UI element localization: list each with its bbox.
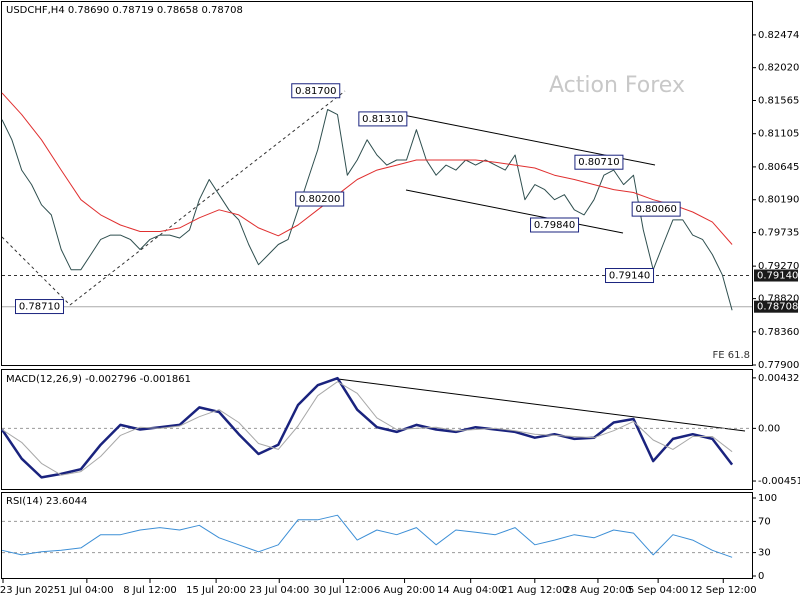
trendline bbox=[1, 236, 71, 306]
price-annotation-box bbox=[530, 217, 580, 233]
price-annotation-box bbox=[358, 111, 408, 127]
series-line bbox=[1, 92, 733, 245]
macd-title: MACD(12,26,9) -0.002796 -0.001861 bbox=[6, 374, 191, 385]
y-tick-label: 0.004325 bbox=[758, 373, 800, 384]
watermark: Action Forex bbox=[549, 73, 685, 98]
price-annotation: 0.80710 bbox=[578, 157, 619, 168]
price-annotation-box bbox=[14, 299, 64, 315]
price-annotation-box bbox=[574, 154, 624, 170]
price-annotation: 0.81310 bbox=[362, 114, 403, 125]
x-tick-label: 5 Sep 04:00 bbox=[628, 585, 688, 596]
x-tick-label: 14 Aug 04:00 bbox=[437, 585, 504, 596]
x-tick-label: 28 Aug 20:00 bbox=[564, 585, 631, 596]
y-tick-label: 0 bbox=[758, 571, 764, 582]
y-tick-label: 30 bbox=[758, 548, 771, 559]
y-tick-label: 0.81105 bbox=[758, 129, 799, 140]
y-tick-label: 100 bbox=[758, 493, 777, 504]
y-tick-label: 0.80645 bbox=[758, 162, 799, 173]
x-tick-label: 21 Aug 12:00 bbox=[501, 585, 568, 596]
x-tick-label: 8 Jul 12:00 bbox=[123, 585, 177, 596]
level-label: 0.78708 bbox=[757, 302, 798, 313]
series-line bbox=[1, 381, 733, 476]
price-panel bbox=[1, 1, 753, 366]
y-tick-label: 0.78360 bbox=[758, 327, 799, 338]
y-tick-label: 0.81565 bbox=[758, 96, 799, 107]
rsi-panel bbox=[1, 492, 753, 579]
x-tick-label: 15 Jul 20:00 bbox=[186, 585, 246, 596]
level-tag bbox=[754, 300, 798, 313]
y-tick-label: 0.82020 bbox=[758, 63, 799, 74]
series-line bbox=[1, 109, 733, 311]
price-annotation-box bbox=[605, 268, 655, 284]
price-annotation-box bbox=[291, 83, 341, 99]
fe-note: FE 61.8 bbox=[712, 350, 750, 361]
y-tick-label: 0.80190 bbox=[758, 195, 799, 206]
y-tick-label: 0.78820 bbox=[758, 294, 799, 305]
price-annotation: 0.80060 bbox=[635, 204, 676, 215]
x-tick-label: 30 Jul 12:00 bbox=[313, 585, 373, 596]
macd-panel bbox=[1, 369, 753, 490]
x-tick-label: 12 Sep 12:00 bbox=[690, 585, 757, 596]
price-annotation: 0.79840 bbox=[534, 220, 575, 231]
y-tick-label: 0.79270 bbox=[758, 261, 799, 272]
x-tick-label: 1 Jul 04:00 bbox=[60, 585, 114, 596]
y-tick-label: 0.82474 bbox=[758, 30, 799, 41]
y-tick-label: 70 bbox=[758, 516, 771, 527]
x-tick-label: 23 Jun 2025 bbox=[0, 585, 60, 596]
price-annotation-box bbox=[631, 201, 681, 217]
level-label: 0.79140 bbox=[757, 271, 798, 282]
price-annotation: 0.80200 bbox=[299, 194, 340, 205]
price-annotation: 0.79140 bbox=[609, 271, 650, 282]
macd-trendline bbox=[337, 378, 746, 432]
series-line bbox=[1, 514, 733, 558]
price-annotation-box bbox=[295, 191, 345, 207]
x-tick-label: 23 Jul 04:00 bbox=[249, 585, 309, 596]
rsi-title: RSI(14) 23.6044 bbox=[6, 496, 87, 507]
price-annotation: 0.81700 bbox=[295, 86, 336, 97]
trendline bbox=[69, 90, 346, 306]
price-annotation: 0.78710 bbox=[19, 302, 60, 313]
level-tag bbox=[754, 269, 798, 282]
y-tick-label: 0.79735 bbox=[758, 228, 799, 239]
price-title: USDCHF,H4 0.78690 0.78719 0.78658 0.7870… bbox=[6, 5, 243, 16]
y-tick-label: 0.00 bbox=[758, 423, 780, 434]
x-tick-label: 6 Aug 20:00 bbox=[374, 585, 435, 596]
channel-line bbox=[405, 189, 624, 234]
y-tick-label: 0.77900 bbox=[758, 360, 799, 371]
series-line bbox=[0, 376, 734, 479]
